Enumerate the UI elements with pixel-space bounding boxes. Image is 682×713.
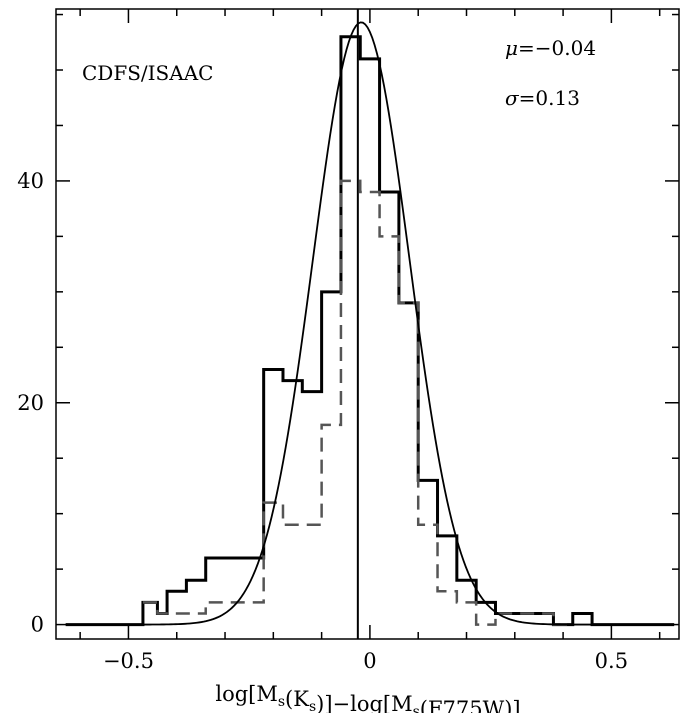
x-axis-label: log[Ms(Ks)]−log[Ms(F775W)] (215, 682, 520, 713)
y-tick-label: 40 (17, 169, 44, 193)
x-axis-label-subscript: s (278, 694, 285, 710)
x-tick-label: 0 (363, 649, 376, 673)
sigma-value: =0.13 (519, 86, 580, 110)
mu-symbol: μ (505, 36, 518, 60)
x-axis-label-part: (K (285, 687, 309, 711)
sample-label: CDFS/ISAAC (82, 61, 213, 85)
y-tick-label: 0 (31, 613, 44, 637)
y-tick-label: 20 (17, 391, 44, 415)
mu-value: =−0.04 (518, 36, 596, 60)
axis-ticks (56, 9, 679, 639)
x-tick-label: −0.5 (103, 649, 154, 673)
sigma-annotation: σ=0.13 (505, 86, 580, 110)
plot-frame (55, 8, 680, 640)
x-axis-label-part: log[M (215, 682, 278, 706)
gaussian-fit (65, 21, 675, 626)
axis-tick-labels: −0.5 0 0.5 0 20 40 (17, 169, 628, 673)
histogram-solid-series (65, 35, 675, 627)
sigma-symbol: σ (505, 86, 520, 110)
x-axis-label-subscript: s (413, 704, 420, 713)
x-axis-label-subscript: s (309, 699, 316, 713)
histogram-dashed-series (142, 179, 573, 626)
x-tick-label: 0.5 (595, 649, 628, 673)
gaussian-fit-curve (65, 21, 675, 626)
mu-annotation: μ=−0.04 (505, 36, 596, 60)
x-axis-label-part: (F775W)] (420, 697, 521, 713)
histogram-series (65, 35, 675, 627)
plot-border (55, 8, 680, 640)
x-axis-label-part: )]−log[M (316, 692, 412, 713)
